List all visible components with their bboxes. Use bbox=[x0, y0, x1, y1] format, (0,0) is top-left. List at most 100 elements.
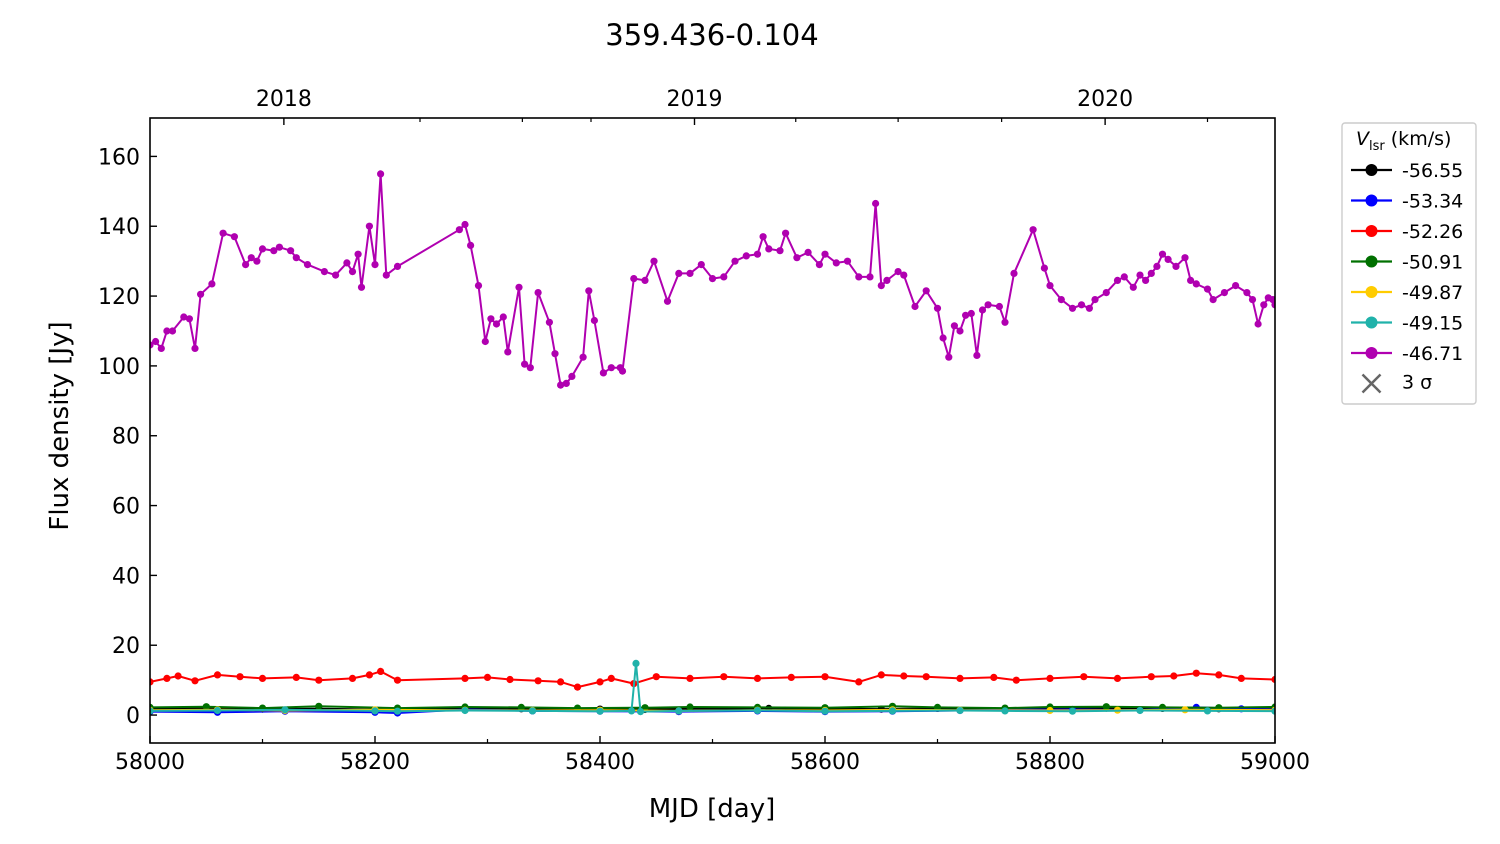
data-point bbox=[357, 283, 366, 291]
data-point bbox=[630, 275, 638, 283]
y-tick-label: 120 bbox=[98, 285, 140, 310]
legend-title: Vlsr (km/s) bbox=[1356, 128, 1451, 154]
data-point bbox=[258, 245, 267, 253]
data-point bbox=[1068, 304, 1077, 312]
data-point bbox=[348, 674, 357, 683]
data-point bbox=[320, 268, 328, 276]
data-point bbox=[962, 311, 970, 319]
data-point bbox=[1215, 671, 1223, 679]
data-point bbox=[967, 309, 975, 318]
x-tick-label: 58400 bbox=[565, 750, 635, 775]
data-point bbox=[292, 673, 300, 682]
legend-marker bbox=[1365, 255, 1378, 268]
data-point bbox=[526, 364, 534, 372]
data-point bbox=[455, 226, 463, 234]
legend-label: -50.91 bbox=[1402, 252, 1463, 274]
data-point bbox=[213, 706, 222, 715]
top-tick-label: 2019 bbox=[667, 87, 723, 112]
data-point bbox=[1077, 301, 1086, 309]
data-point bbox=[1068, 707, 1077, 715]
data-point bbox=[675, 707, 683, 715]
data-point bbox=[1085, 304, 1093, 312]
data-point bbox=[911, 302, 919, 311]
data-point bbox=[1192, 280, 1200, 288]
data-point bbox=[499, 313, 507, 321]
data-point bbox=[888, 707, 897, 715]
data-point bbox=[483, 673, 492, 682]
y-tick-label: 40 bbox=[112, 564, 140, 589]
series-line bbox=[150, 707, 1275, 711]
legend-label: -46.71 bbox=[1402, 343, 1463, 365]
data-point bbox=[900, 271, 908, 279]
data-point bbox=[1158, 250, 1167, 258]
data-point bbox=[782, 229, 790, 237]
data-point bbox=[815, 261, 824, 269]
data-point bbox=[922, 673, 930, 681]
data-point bbox=[168, 327, 177, 335]
data-point bbox=[632, 659, 640, 668]
data-point bbox=[515, 283, 523, 291]
data-point bbox=[343, 259, 351, 267]
y-tick-label: 140 bbox=[98, 215, 140, 240]
y-tick-label: 0 bbox=[126, 704, 140, 729]
data-point bbox=[461, 706, 469, 715]
data-point bbox=[753, 706, 762, 715]
data-point bbox=[568, 372, 576, 380]
data-point bbox=[596, 678, 604, 686]
data-point bbox=[213, 671, 222, 679]
data-point bbox=[720, 673, 728, 681]
data-point bbox=[1057, 296, 1065, 304]
data-point bbox=[348, 268, 357, 276]
data-point bbox=[1203, 707, 1212, 715]
x-tick-label: 59000 bbox=[1240, 750, 1310, 775]
data-point bbox=[1102, 703, 1110, 711]
data-point bbox=[686, 269, 694, 277]
series-7 bbox=[150, 170, 1275, 389]
data-point bbox=[562, 379, 570, 387]
legend-label: -49.15 bbox=[1402, 313, 1463, 335]
data-point bbox=[1142, 276, 1150, 284]
data-point bbox=[253, 257, 261, 265]
data-point bbox=[191, 677, 199, 685]
data-point bbox=[793, 254, 801, 262]
legend-label: -49.87 bbox=[1402, 282, 1463, 304]
data-point bbox=[258, 674, 267, 683]
data-point bbox=[1187, 276, 1195, 284]
data-point bbox=[481, 337, 489, 346]
data-point bbox=[242, 261, 250, 269]
data-point bbox=[197, 290, 205, 298]
data-point bbox=[315, 702, 323, 710]
legend-title-symbol: V bbox=[1356, 128, 1371, 150]
data-point bbox=[843, 257, 852, 265]
legend-marker bbox=[1365, 164, 1378, 176]
data-point bbox=[627, 707, 636, 715]
data-point bbox=[521, 360, 529, 368]
data-point bbox=[984, 301, 992, 309]
data-point bbox=[1254, 320, 1262, 328]
y-axis-title: Flux density [Jy] bbox=[45, 321, 75, 530]
data-point bbox=[1237, 674, 1245, 683]
data-point bbox=[236, 673, 244, 681]
data-point bbox=[365, 671, 373, 679]
data-point bbox=[686, 703, 694, 711]
data-point bbox=[1046, 674, 1054, 683]
data-point bbox=[579, 353, 587, 361]
top-tick-label: 2020 bbox=[1077, 87, 1133, 112]
data-point bbox=[855, 678, 863, 686]
data-point bbox=[185, 315, 193, 323]
data-point bbox=[1091, 296, 1099, 304]
plot-area bbox=[150, 170, 1275, 717]
data-point bbox=[1113, 674, 1122, 683]
data-point bbox=[894, 268, 902, 276]
data-point bbox=[573, 683, 582, 691]
data-point bbox=[995, 302, 1004, 311]
data-point bbox=[618, 367, 627, 375]
data-point bbox=[753, 674, 762, 683]
data-point bbox=[641, 276, 649, 284]
data-point bbox=[1001, 318, 1009, 326]
data-point bbox=[1170, 672, 1178, 680]
data-point bbox=[506, 675, 514, 684]
legend-item: -53.34 bbox=[1351, 191, 1463, 213]
data-point bbox=[174, 672, 182, 680]
data-point bbox=[557, 678, 565, 686]
